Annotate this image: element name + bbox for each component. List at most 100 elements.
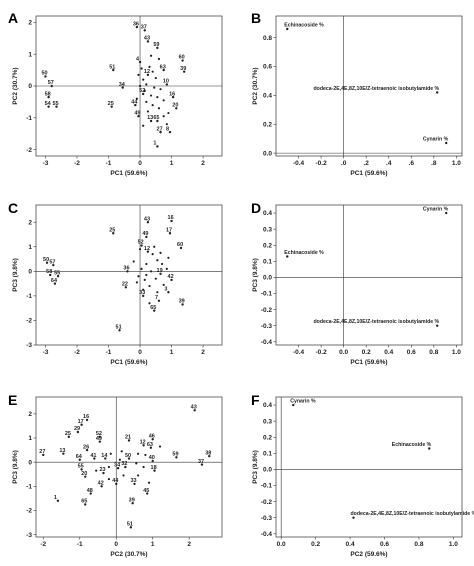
data-point — [53, 282, 57, 285]
point-label: 50 — [43, 257, 49, 263]
data-point — [145, 83, 148, 86]
point-label: 60 — [179, 55, 185, 61]
point-label: 3 — [164, 286, 167, 292]
point-label: 63 — [147, 442, 153, 448]
x-axis-label: PC1 (59.6%) — [350, 170, 387, 177]
data-point — [146, 110, 150, 113]
point-label: 52 — [138, 240, 144, 246]
data-point — [146, 73, 150, 77]
y-tick-label: -3 — [26, 342, 32, 349]
y-tick-label: 2 — [28, 20, 32, 27]
point-label: 25 — [108, 101, 114, 107]
data-point — [98, 435, 102, 439]
y-axis-label: PC2 (30.7%) — [12, 67, 19, 104]
x-tick-label: 0.4 — [384, 349, 393, 356]
point-label: dodeca-2E,4E,8Z,10E/Z-tetraenoic isobuty… — [313, 319, 439, 325]
data-point — [148, 302, 151, 305]
y-tick-label: 1 — [28, 51, 32, 58]
point-label: 52 — [96, 431, 102, 437]
data-point — [124, 465, 127, 469]
data-point — [142, 444, 145, 447]
y-tick-label: -0.4 — [261, 339, 273, 346]
data-point — [132, 260, 135, 263]
point-label: 40 — [149, 455, 155, 461]
data-point — [151, 438, 154, 441]
data-point — [146, 40, 150, 43]
point-label: dodeca-2E,4E,8Z,10E/Z-tetraenoic isobuty… — [313, 86, 439, 92]
point-label: Echinacoside % — [284, 22, 324, 28]
y-tick-label: -2 — [26, 508, 32, 515]
data-point — [56, 499, 60, 502]
point-label: 39 — [180, 66, 186, 72]
data-point — [137, 452, 140, 455]
x-tick-label: 0.8 — [429, 349, 438, 356]
x-tick-label: 1.0 — [452, 349, 461, 356]
point-label: 10 — [163, 79, 169, 85]
point-label: 43 — [191, 404, 197, 410]
point-label: 55 — [78, 464, 84, 470]
data-point — [85, 448, 89, 452]
point-label: 57 — [49, 259, 55, 265]
data-point — [55, 105, 58, 108]
x-tick-label: .4 — [386, 160, 392, 167]
data-point — [286, 255, 289, 258]
data-point — [162, 283, 165, 286]
x-tick-label: -0.2 — [315, 349, 327, 356]
data-point — [124, 286, 128, 289]
x-tick-label: 0.8 — [414, 541, 423, 548]
data-point — [156, 291, 159, 294]
x-tick-label: .2 — [363, 160, 369, 167]
data-point — [143, 89, 146, 92]
x-tick-label: -3 — [43, 160, 49, 167]
y-tick-label: 2 — [28, 411, 32, 418]
data-point — [175, 456, 178, 459]
point-label: 49 — [134, 110, 140, 116]
point-label: 39 — [179, 299, 185, 305]
data-point — [161, 262, 164, 266]
point-label: 49 — [96, 436, 102, 442]
data-point — [156, 119, 159, 123]
y-tick-label: 0.2 — [263, 121, 272, 128]
point-label: 7 — [155, 295, 158, 301]
y-axis-label: PC3 (9.8%) — [12, 258, 19, 292]
plot-frame — [35, 396, 223, 538]
data-point — [115, 482, 118, 486]
data-point — [112, 68, 115, 72]
data-point — [149, 94, 153, 97]
point-label: 45 — [143, 488, 149, 494]
point-label: 38 — [205, 450, 211, 456]
point-label: 27 — [157, 126, 163, 132]
point-label: Echinacoside % — [392, 442, 432, 448]
point-label: 51 — [116, 324, 122, 330]
data-point — [208, 454, 211, 458]
point-label: 37 — [198, 459, 204, 465]
point-label: 49 — [142, 231, 148, 237]
x-tick-label: -0.4 — [293, 349, 305, 356]
data-point — [445, 141, 448, 145]
x-tick-label: .0 — [341, 160, 347, 167]
data-point — [154, 76, 157, 80]
data-point — [142, 288, 145, 291]
point-label: 32 — [121, 461, 127, 467]
point-label: 65 — [150, 305, 156, 311]
point-label: 54 — [45, 101, 52, 107]
data-point — [112, 232, 115, 235]
data-point — [80, 468, 83, 471]
data-point — [62, 452, 65, 455]
y-tick-label: -1 — [26, 115, 32, 122]
data-point — [110, 105, 113, 108]
panel-b: B -0.4 -0.2 .0 .2 .4 .6 .8 1.0 0.0 0.2 0.4 0.6 0.8 PC1… — [251, 10, 463, 177]
data-point — [181, 59, 184, 62]
data-point — [144, 453, 147, 457]
point-label: 59 — [153, 42, 159, 48]
data-point — [140, 67, 143, 70]
y-tick-label: 0.4 — [263, 210, 272, 217]
data-point — [93, 457, 96, 460]
x-tick-label: -0.4 — [293, 160, 305, 167]
x-tick-label: .8 — [431, 160, 437, 167]
x-tick-label: 1.0 — [452, 160, 461, 167]
data-point — [48, 273, 52, 277]
data-point — [142, 465, 145, 469]
